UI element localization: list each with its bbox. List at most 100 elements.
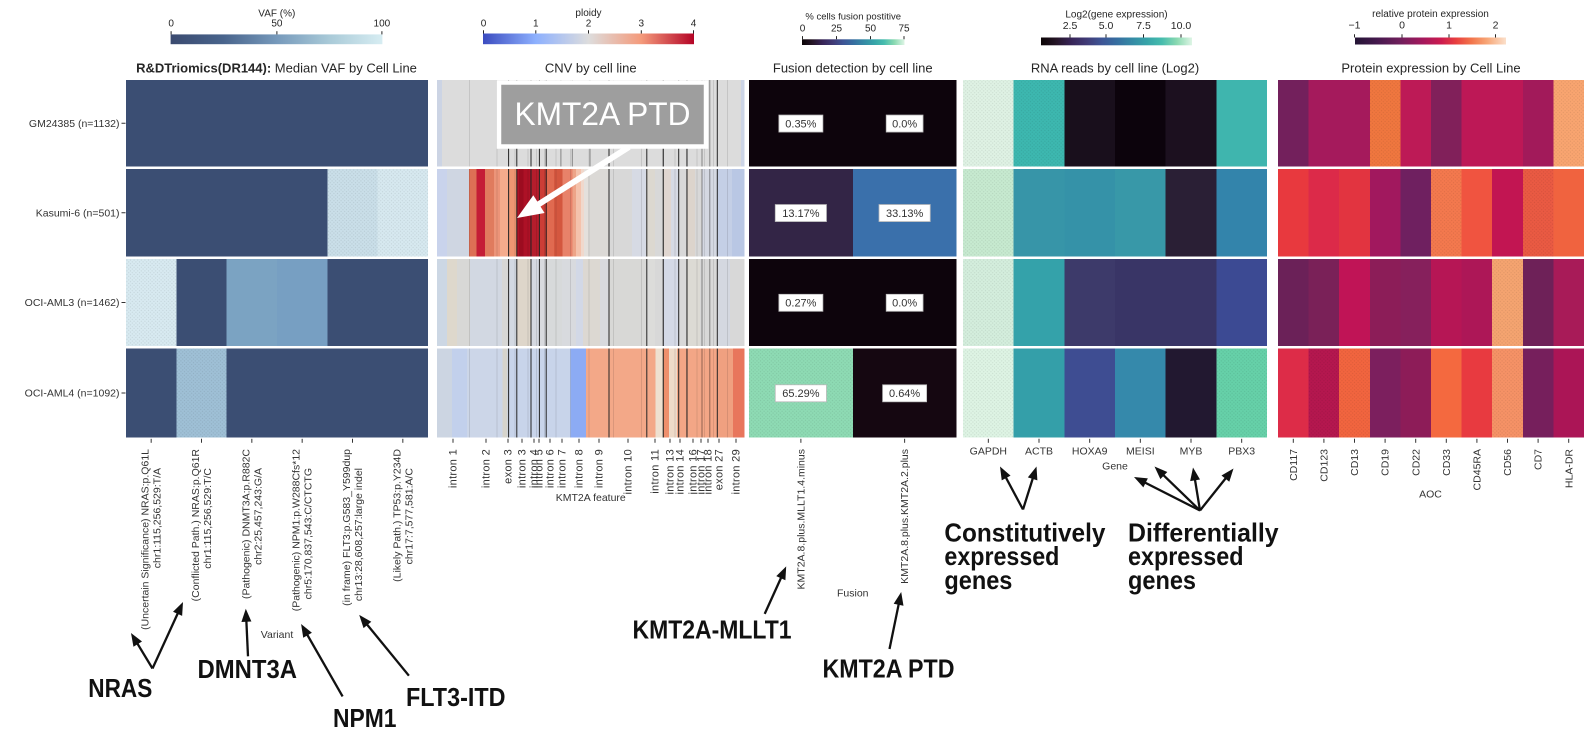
svg-text:ploidy: ploidy	[575, 8, 601, 19]
svg-text:MYB: MYB	[1180, 446, 1203, 458]
svg-text:CD123: CD123	[1319, 449, 1331, 482]
svg-text:65.29%: 65.29%	[782, 388, 820, 400]
svg-text:(Likely Path.) TP53:p.Y234D: (Likely Path.) TP53:p.Y234D	[391, 449, 403, 582]
svg-text:Kasumi-6 (n=501): Kasumi-6 (n=501)	[36, 207, 120, 219]
svg-text:1: 1	[1446, 19, 1452, 31]
svg-text:3: 3	[639, 18, 645, 29]
svg-text:0: 0	[800, 24, 806, 35]
svg-text:CD22: CD22	[1410, 449, 1422, 476]
svg-text:0: 0	[1399, 19, 1405, 31]
svg-text:intron 13: intron 13	[665, 449, 677, 495]
svg-text:(Conflicted Path.) NRAS:p.Q61R: (Conflicted Path.) NRAS:p.Q61R	[190, 449, 202, 602]
svg-text:intron 10: intron 10	[623, 449, 635, 495]
svg-text:Log2(gene expression): Log2(gene expression)	[1065, 10, 1167, 21]
svg-text:VAF (%): VAF (%)	[258, 8, 295, 19]
svg-text:intron 11: intron 11	[650, 449, 662, 494]
svg-text:−1: −1	[1349, 19, 1361, 31]
svg-text:RNA reads by cell line (Log2): RNA reads by cell line (Log2)	[1031, 61, 1199, 76]
svg-text:50: 50	[271, 18, 283, 29]
svg-text:(Uncertain Significance) NRAS:: (Uncertain Significance) NRAS:p.Q61L	[140, 449, 152, 630]
svg-text:KMT2A PTD: KMT2A PTD	[823, 654, 955, 684]
svg-text:intron 14: intron 14	[675, 449, 687, 495]
svg-text:KMT2A feature: KMT2A feature	[556, 492, 626, 504]
svg-text:2.5: 2.5	[1063, 20, 1078, 32]
svg-text:expressed: expressed	[944, 541, 1059, 571]
svg-text:MEISI: MEISI	[1126, 446, 1155, 458]
svg-text:CD45RA: CD45RA	[1472, 449, 1484, 490]
svg-text:FLT3-ITD: FLT3-ITD	[406, 682, 506, 712]
svg-text:7.5: 7.5	[1136, 20, 1151, 32]
svg-text:intron 7: intron 7	[557, 449, 569, 488]
svg-text:intron 9: intron 9	[594, 449, 606, 488]
svg-text:intron 4: intron 4	[529, 449, 541, 488]
svg-text:NPM1: NPM1	[333, 703, 397, 733]
svg-text:33.13%: 33.13%	[886, 208, 924, 220]
svg-text:exon 3: exon 3	[503, 449, 515, 484]
svg-text:intron 6: intron 6	[545, 449, 557, 488]
svg-text:CD56: CD56	[1502, 449, 1514, 476]
svg-text:chr5:170,837,543:C/CTCTG: chr5:170,837,543:C/CTCTG	[303, 468, 315, 599]
svg-text:KMT2A-MLLT1: KMT2A-MLLT1	[633, 615, 792, 645]
svg-text:intron 29: intron 29	[731, 449, 743, 495]
svg-text:intron 1: intron 1	[448, 449, 460, 488]
svg-text:75: 75	[898, 24, 910, 35]
svg-text:Differentially: Differentially	[1128, 517, 1279, 547]
svg-text:HLA-DR: HLA-DR	[1563, 449, 1575, 489]
svg-text:OCI-AML3 (n=1462): OCI-AML3 (n=1462)	[25, 297, 120, 309]
svg-text:intron 8: intron 8	[574, 449, 586, 488]
svg-text:CD19: CD19	[1380, 449, 1392, 476]
svg-text:R&DTriomics(DR144): Median VAF: R&DTriomics(DR144): Median VAF by Cell L…	[136, 61, 417, 76]
svg-text:Fusion: Fusion	[837, 588, 869, 600]
svg-text:2: 2	[1493, 19, 1499, 31]
svg-text:0: 0	[168, 18, 174, 29]
svg-text:KMT2A PTD: KMT2A PTD	[515, 96, 691, 132]
svg-text:KMT2A.8.plus.MLLT1.4.minus: KMT2A.8.plus.MLLT1.4.minus	[795, 449, 807, 589]
svg-text:CD117: CD117	[1288, 449, 1300, 481]
svg-text:genes: genes	[1128, 565, 1196, 595]
svg-text:50: 50	[865, 24, 877, 35]
svg-text:Fusion detection by cell line: Fusion detection by cell line	[773, 61, 933, 76]
svg-text:% cells fusion postitive: % cells fusion postitive	[805, 12, 901, 23]
svg-text:5.0: 5.0	[1099, 20, 1114, 32]
svg-text:intron 5: intron 5	[534, 449, 546, 488]
svg-text:GM24385 (n=1132): GM24385 (n=1132)	[29, 118, 120, 130]
svg-text:(Pathogenic) DNMT3A:p.R882C: (Pathogenic) DNMT3A:p.R882C	[240, 449, 252, 599]
svg-text:0.64%: 0.64%	[889, 388, 920, 400]
svg-text:intron 2: intron 2	[481, 449, 493, 488]
svg-text:4: 4	[691, 18, 697, 29]
svg-text:Gene: Gene	[1102, 461, 1128, 473]
svg-text:13.17%: 13.17%	[782, 208, 820, 220]
svg-text:25: 25	[831, 24, 843, 35]
svg-text:10.0: 10.0	[1171, 20, 1192, 32]
svg-text:0.0%: 0.0%	[892, 298, 917, 310]
svg-text:chr1:115,256,529:T/C: chr1:115,256,529:T/C	[202, 468, 214, 569]
svg-text:DMNT3A: DMNT3A	[198, 654, 298, 684]
svg-text:ACTB: ACTB	[1025, 446, 1053, 458]
svg-text:chr13:28,608,257:large indel: chr13:28,608,257:large indel	[353, 468, 365, 601]
svg-text:100: 100	[374, 18, 391, 29]
svg-text:expressed: expressed	[1128, 541, 1244, 571]
svg-text:genes: genes	[944, 565, 1012, 595]
svg-text:chr2:25,457,243:G/A: chr2:25,457,243:G/A	[252, 468, 264, 565]
svg-text:0.0%: 0.0%	[892, 118, 917, 130]
svg-text:CD33: CD33	[1441, 449, 1453, 476]
svg-text:1: 1	[533, 18, 539, 29]
svg-text:AOC: AOC	[1419, 489, 1442, 501]
svg-text:Protein expression by Cell Lin: Protein expression by Cell Line	[1341, 61, 1520, 76]
svg-text:0.35%: 0.35%	[785, 118, 816, 130]
svg-text:Constitutively: Constitutively	[944, 517, 1105, 547]
svg-text:2: 2	[586, 18, 592, 29]
svg-text:relative protein expression: relative protein expression	[1372, 9, 1489, 20]
svg-text:exon 27: exon 27	[714, 449, 726, 490]
svg-text:intron 17: intron 17	[696, 449, 708, 495]
svg-text:HOXA9: HOXA9	[1072, 446, 1108, 458]
svg-text:OCI-AML4 (n=1092): OCI-AML4 (n=1092)	[25, 388, 120, 400]
svg-text:intron 16: intron 16	[688, 449, 700, 495]
svg-text:GAPDH: GAPDH	[970, 446, 1007, 458]
svg-text:(Pathogenic) NPM1:p.W288Cfs*12: (Pathogenic) NPM1:p.W288Cfs*12	[291, 449, 303, 611]
svg-text:chr17:7,577,581:A/C: chr17:7,577,581:A/C	[403, 468, 415, 565]
svg-text:PBX3: PBX3	[1228, 446, 1255, 458]
svg-text:0: 0	[481, 18, 487, 29]
svg-text:KMT2A.8.plus.KMT2A.2.plus: KMT2A.8.plus.KMT2A.2.plus	[899, 449, 911, 584]
svg-text:CD13: CD13	[1349, 449, 1361, 476]
